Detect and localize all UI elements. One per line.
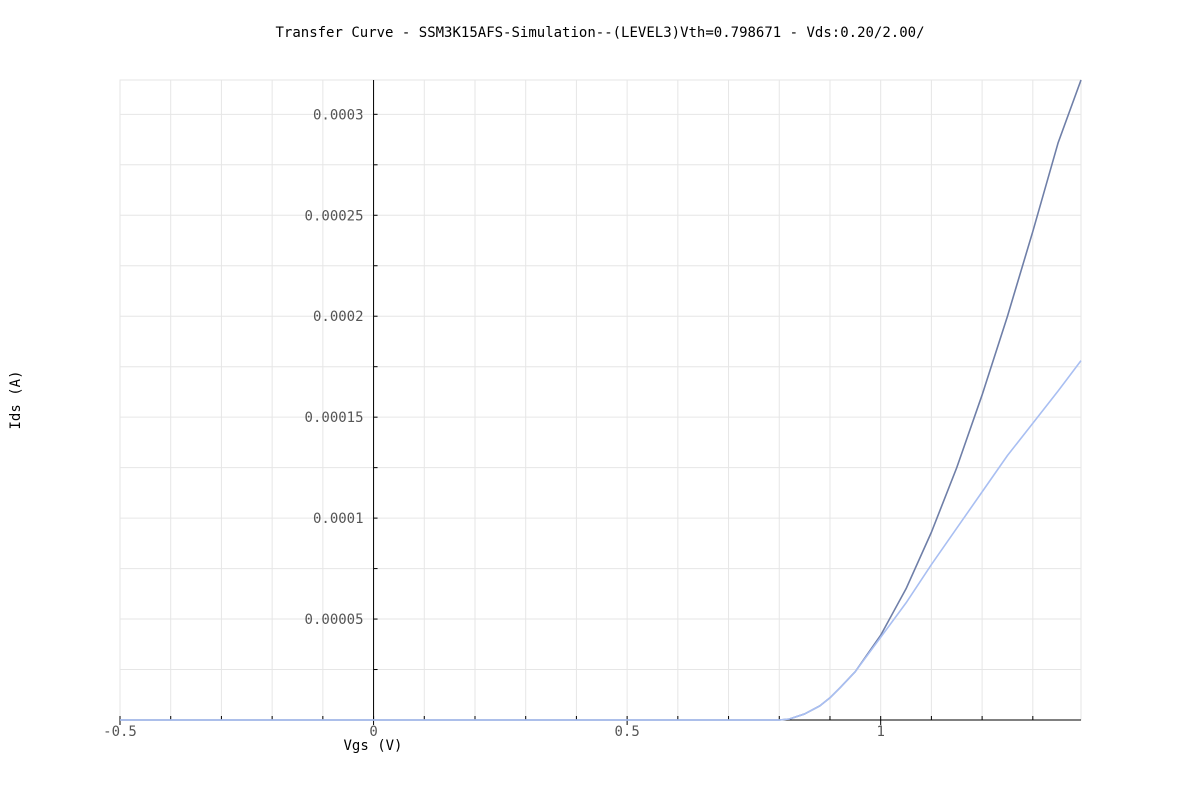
y-tick-label: 0.00025 <box>305 208 364 224</box>
y-tick-label: 0.0001 <box>313 511 364 527</box>
series-line-2 <box>120 360 1082 721</box>
x-tick-label: 0 <box>369 724 377 740</box>
axes <box>119 80 1081 725</box>
x-axis-label: Vgs (V) <box>343 738 402 754</box>
x-tick-label: -0.5 <box>103 724 137 740</box>
y-tick-label: 0.00015 <box>305 410 364 426</box>
tick-labels: -0.5 0 0.5 1 0.00005 0.0001 0.00015 0.0002 0.000… <box>103 107 885 740</box>
y-tick-label: 0.0003 <box>313 107 364 123</box>
data-series <box>120 79 1082 721</box>
plot-frame <box>119 79 1082 721</box>
y-tick-label: 0.0002 <box>313 309 364 325</box>
y-tick-label: 0.00005 <box>305 612 364 628</box>
x-tick-label: 1 <box>876 724 884 740</box>
x-tick-label: 0.5 <box>614 724 639 740</box>
y-axis-label: Ids (A) <box>8 370 24 429</box>
grid <box>119 79 1082 721</box>
series-line-1 <box>120 79 1082 721</box>
chart-title: Transfer Curve - SSM3K15AFS-Simulation--… <box>275 25 924 41</box>
